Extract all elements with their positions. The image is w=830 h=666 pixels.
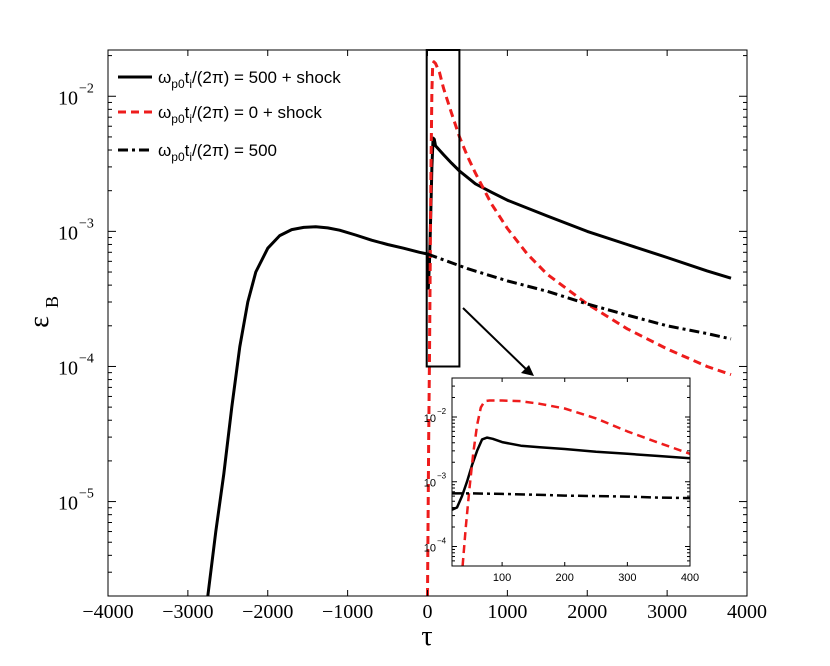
inset-series-dashdot <box>452 492 690 500</box>
main-y-tick-label: 10 <box>58 222 78 244</box>
inset-plot-area <box>452 399 690 566</box>
legend-label-500-shock: ωp0ti/(2π) = 500 + shock <box>158 68 341 91</box>
main-series-dashed <box>426 60 732 596</box>
zoom-arrow-line <box>462 307 529 372</box>
main-x-tick-label: −1000 <box>322 601 373 623</box>
main-x-tick-label: 2000 <box>567 601 607 623</box>
main-x-tick-label: 0 <box>423 601 433 623</box>
zoom-arrow-head <box>521 365 534 376</box>
y-axis-label: ε B <box>24 296 62 328</box>
main-series-dashdot <box>426 252 732 341</box>
main-axis-ticks <box>107 50 748 597</box>
inset-axes-frame <box>451 377 691 567</box>
main-y-tick-exponent: −2 <box>79 81 94 96</box>
inset-background <box>452 378 690 566</box>
inset-axis-ticks <box>452 377 691 567</box>
x-axis-label: τ <box>421 621 432 652</box>
main-x-tick-label: 4000 <box>727 601 767 623</box>
main-x-tick-label: 3000 <box>647 601 687 623</box>
inset-y-tick-exponent: −3 <box>437 472 447 481</box>
main-tick-labels: −4000 −3000 −2000 −1000 0 1000 2000 3000 400010−… <box>58 81 767 623</box>
main-x-tick-label: −3000 <box>162 601 213 623</box>
inset-x-tick-label: 100 <box>493 572 511 584</box>
main-y-tick-exponent: −4 <box>79 351 94 366</box>
legend-entry-500-shock: ωp0ti/(2π) = 500 + shock <box>118 68 341 91</box>
inset-y-tick-exponent: −2 <box>437 407 447 416</box>
inset-y-tick-exponent: −4 <box>437 537 447 546</box>
inset-x-tick-label: 300 <box>618 572 636 584</box>
legend-entry-0-shock: ωp0ti/(2π) = 0 + shock <box>118 103 322 126</box>
inset-x-tick-label: 200 <box>556 572 574 584</box>
inset-series-solid <box>452 436 690 511</box>
inset-y-tick-label: 10 <box>424 413 436 425</box>
main-x-tick-label: −2000 <box>242 601 293 623</box>
legend-label-500: ωp0ti/(2π) = 500 <box>158 141 277 164</box>
y-axis-label-main: ε <box>24 316 55 328</box>
main-y-tick-label: 10 <box>58 357 78 379</box>
legend-label-0-shock: ωp0ti/(2π) = 0 + shock <box>158 103 322 126</box>
inset-y-tick-label: 10 <box>424 478 436 490</box>
inset-series-dashed <box>461 399 690 566</box>
legend: ωp0ti/(2π) = 500 + shock ωp0ti/(2π) = 0 … <box>118 68 341 164</box>
main-x-tick-label: 1000 <box>487 601 527 623</box>
inset-x-tick-label: 400 <box>681 572 699 584</box>
zoom-box <box>425 49 461 368</box>
main-y-tick-label: 10 <box>58 493 78 515</box>
inset-y-tick-label: 10 <box>424 543 436 555</box>
main-y-tick-exponent: −3 <box>79 216 94 231</box>
main-x-tick-label: −4000 <box>82 601 133 623</box>
y-axis-label-subscript: B <box>42 296 62 308</box>
main-y-tick-exponent: −5 <box>79 487 94 502</box>
main-y-tick-label: 10 <box>58 87 78 109</box>
legend-entry-500: ωp0ti/(2π) = 500 <box>118 141 277 164</box>
